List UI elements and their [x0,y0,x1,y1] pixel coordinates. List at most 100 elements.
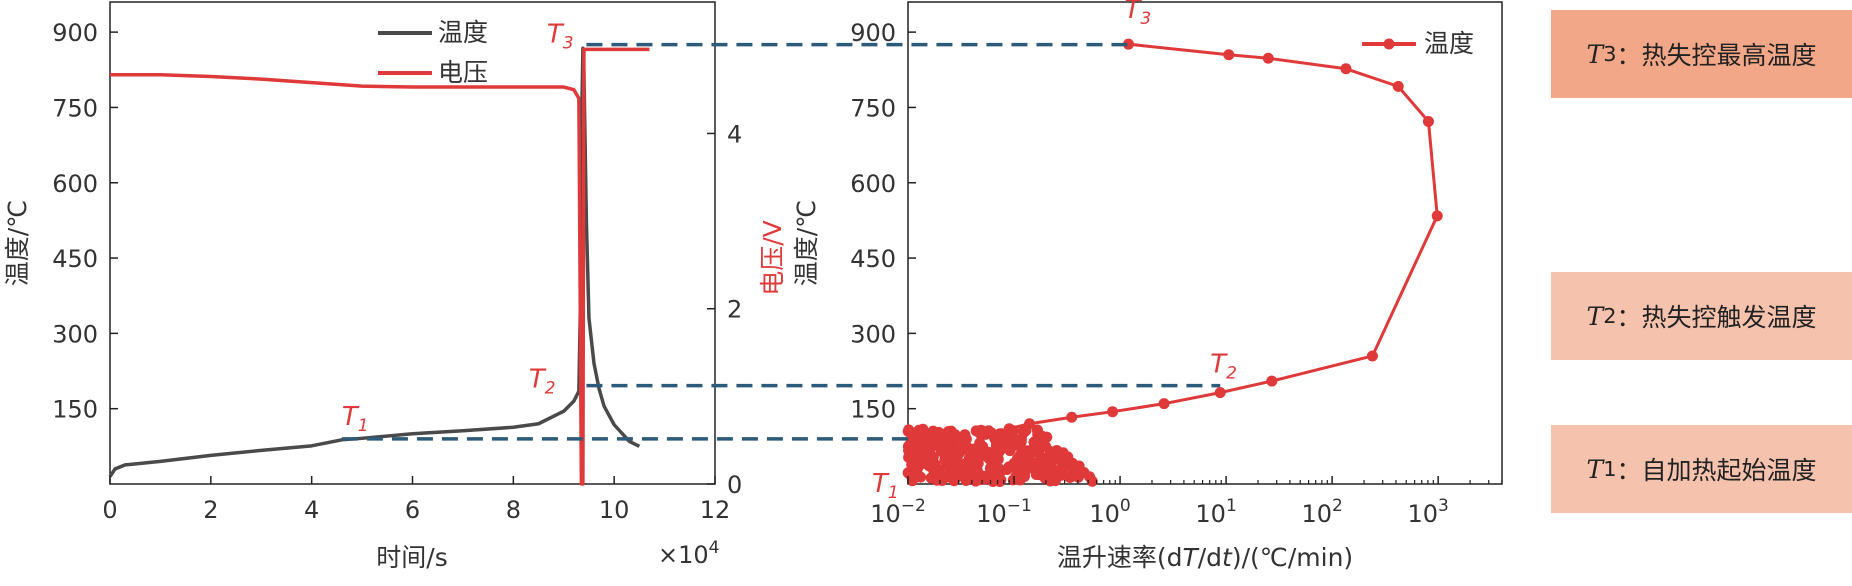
right-annotation-t3: T3 [1124,0,1151,29]
cluster-point [1031,424,1043,436]
rate-series-point [1366,350,1378,362]
rate-series-point [1392,80,1404,92]
cluster-point [903,424,915,436]
cluster-point [974,428,986,440]
cluster-point [933,426,945,438]
box-t3-max-temperature: T 3 ：热失控最高温度 [1551,10,1852,98]
legend-label-temperature: 温度 [438,18,488,47]
cluster-point [1068,464,1080,476]
cluster-point [1050,468,1062,480]
cluster-point [956,459,968,471]
cluster-point [1059,459,1071,471]
cluster-point [915,471,927,483]
box-t1-symbol: T [1586,454,1604,484]
box-t1-text: ：自加热起始温度 [1616,456,1817,485]
right-annotation-t1: T1 [872,469,899,503]
box-t2-text: ：热失控触发温度 [1616,303,1817,332]
cluster-point [1021,457,1033,469]
left-x-tick-label: 10 [599,496,630,524]
rate-series-point [1158,398,1170,410]
cluster-point [1049,453,1061,465]
cluster-point [984,471,996,483]
left-y-tick-label: 900 [52,19,98,47]
right-x-tick-label: 101 [1195,496,1236,528]
cluster-point [906,475,918,487]
cluster-point [1012,465,1024,477]
right-y2-axis-label: 电压/V [758,220,787,296]
box-t2-sub: 2 [1603,304,1617,328]
cluster-point [1005,437,1017,449]
cluster-point [925,437,937,449]
cluster-point [912,462,924,474]
rate-series-point [1262,52,1274,64]
box-t1-self-heating-temperature: T 1 ：自加热起始温度 [1551,425,1852,513]
left-x-multiplier: ×104 [658,538,719,569]
cluster-point [953,435,965,447]
left-x-tick-label: 6 [405,496,420,524]
rate-series-point [1266,375,1278,387]
cluster-point [986,462,998,474]
right-y-tick-label: 750 [850,94,896,122]
right-y2-tick-label: 0 [727,471,742,499]
right-x-axis-label: 温升速率(dT/dt)/(℃/min) [1057,543,1353,572]
left-y-axis-label: 温度/℃ [3,200,32,287]
box-t3-symbol: T [1586,39,1604,69]
left-x-tick-label: 4 [304,496,319,524]
left-legend: 温度 电压 [378,18,488,87]
box-t3-sub: 3 [1603,42,1617,66]
left-annotation-t1: T1 [342,402,369,436]
left-y-tick-label: 150 [52,396,98,424]
rate-series-point [1431,210,1443,222]
legend-marker-rate [1383,38,1395,50]
cluster-point [970,457,982,469]
right-legend: 温度 [1362,29,1474,58]
left-x-tick-label: 0 [102,496,117,524]
rate-series-point [1214,387,1226,399]
left-x-tick-label: 2 [203,496,218,524]
rate-series-point [1024,418,1036,430]
right-plot-frame [907,1,1503,485]
cluster-point [962,442,974,454]
voltage-series-line [110,47,650,486]
box-t3-text: ：热失控最高温度 [1616,41,1817,70]
cluster-point [1028,463,1040,475]
box-t2-trigger-temperature: T 2 ：热失控触发温度 [1551,272,1852,360]
right-y-tick-label: 600 [850,170,896,198]
cluster-point [912,432,924,444]
box-t1-sub: 1 [1603,457,1617,481]
right-x-tick-label: 102 [1301,496,1342,528]
cluster-point [942,425,954,437]
right-y-tick-label: 450 [850,245,896,273]
right-chart: 10−2 10−1 100 101 102 103 150 300 450 600 750 900 温… [792,0,1503,572]
left-y-tick-label: 300 [52,320,98,348]
cluster-point [958,469,970,481]
rate-series-point [1003,423,1015,435]
rate-series-point [1223,49,1235,61]
right-y-tick-label: 150 [850,396,896,424]
right-x-tick-label: 10−1 [976,496,1032,528]
cluster-point [1015,433,1027,445]
cluster-point [983,446,995,458]
cluster-point [1086,475,1098,487]
cluster-point [1033,441,1045,453]
left-chart: 0 2 4 6 8 10 12 150 300 450 600 750 900 0 2 4 时间/s ×104… [3,1,787,572]
cluster-point [1019,445,1031,457]
right-annotation-t2: T2 [1210,350,1237,384]
right-y-tick-label: 300 [850,320,896,348]
left-x-tick-label: 8 [506,496,521,524]
rate-series-point [1122,38,1134,50]
rate-series-point [1066,411,1078,423]
rate-series-point [1422,115,1434,127]
cluster-point [993,471,1005,483]
right-x-tick-label: 103 [1407,496,1448,528]
legend-label-rate: 温度 [1424,29,1474,58]
cluster-point [928,464,940,476]
right-x-tick-label: 100 [1089,496,1130,528]
cluster-point [1001,464,1013,476]
legend-label-voltage: 电压 [438,58,488,87]
low-rate-point-cluster [902,423,1098,487]
cluster-point [1012,457,1024,469]
cluster-point [990,439,1002,451]
right-x-tick-label: 10−2 [870,496,926,528]
